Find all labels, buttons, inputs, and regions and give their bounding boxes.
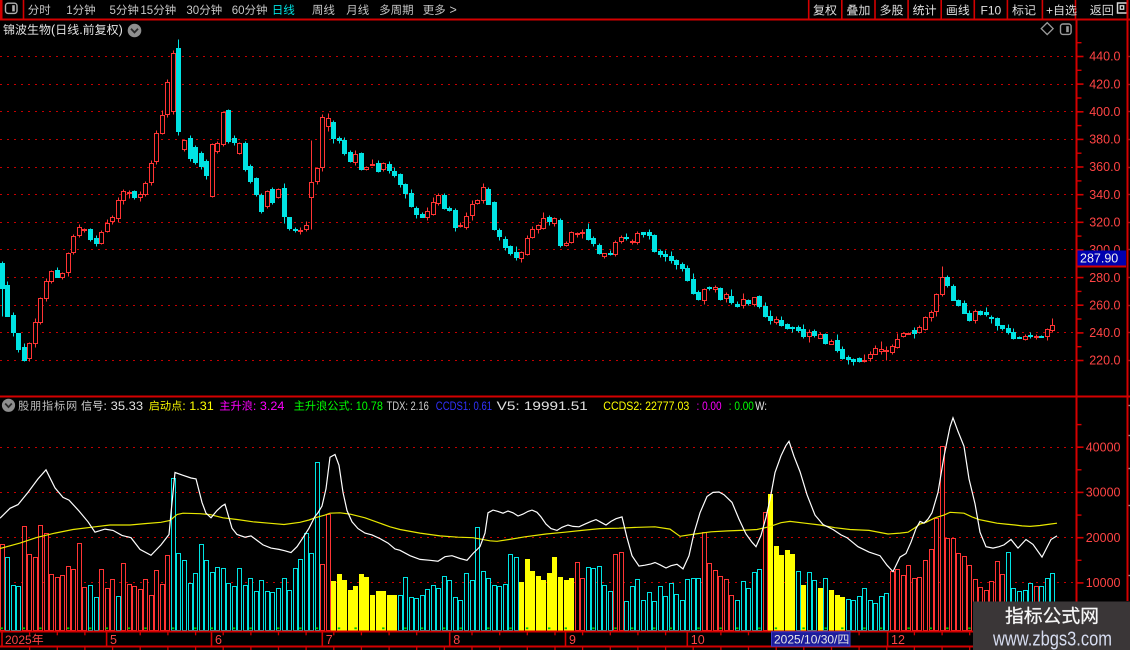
svg-text:10000: 10000 [1086, 576, 1121, 590]
svg-text:400.0: 400.0 [1089, 105, 1120, 119]
svg-text:: 35.33: : 35.33 [103, 401, 143, 413]
svg-text:240.0: 240.0 [1089, 326, 1120, 340]
svg-text:2025: 2025 [5, 633, 32, 647]
svg-text:: 0.00: : 0.00 [697, 401, 722, 413]
svg-text:: 0.00: : 0.00 [729, 401, 754, 413]
svg-text:20000: 20000 [1086, 531, 1121, 545]
svg-text:TDX: 2.16: TDX: 2.16 [387, 401, 429, 413]
svg-text:60: 60 [232, 5, 245, 17]
svg-text:320.0: 320.0 [1089, 216, 1120, 230]
svg-text:8: 8 [453, 633, 460, 647]
svg-text:420.0: 420.0 [1089, 77, 1120, 91]
svg-text:7: 7 [326, 633, 333, 647]
svg-text:5: 5 [110, 5, 116, 17]
svg-text:340.0: 340.0 [1089, 188, 1120, 202]
svg-text:260.0: 260.0 [1089, 298, 1120, 312]
svg-text:): ) [119, 23, 123, 37]
svg-text:380.0: 380.0 [1089, 133, 1120, 147]
svg-text:1: 1 [66, 5, 72, 17]
svg-text:40000: 40000 [1086, 440, 1121, 454]
svg-text:15: 15 [140, 5, 153, 17]
svg-text:30000: 30000 [1086, 486, 1121, 500]
svg-text:5: 5 [110, 633, 117, 647]
svg-text:30: 30 [186, 5, 199, 17]
svg-text:220.0: 220.0 [1089, 354, 1120, 368]
svg-text:6: 6 [215, 633, 222, 647]
svg-text:9: 9 [569, 633, 576, 647]
svg-text:F10: F10 [981, 4, 1002, 18]
svg-text:: 1.31: : 1.31 [182, 401, 214, 413]
svg-text:: 3.24: : 3.24 [253, 401, 285, 413]
svg-text:CCDS1: 0.61: CCDS1: 0.61 [436, 401, 492, 413]
svg-text:>: > [450, 3, 457, 17]
svg-text:: 10.78: : 10.78 [350, 401, 383, 413]
svg-text:W:: W: [755, 401, 767, 413]
svg-text:+: + [1046, 4, 1053, 18]
svg-text:2025/10/30/: 2025/10/30/ [774, 633, 838, 647]
svg-text:www.zbgs3.com: www.zbgs3.com [992, 629, 1112, 650]
svg-text:V5: 19991.51: V5: 19991.51 [497, 401, 588, 413]
svg-text:440.0: 440.0 [1089, 50, 1120, 64]
svg-text:280.0: 280.0 [1089, 271, 1120, 285]
svg-text:360.0: 360.0 [1089, 160, 1120, 174]
svg-text:10: 10 [691, 633, 705, 647]
svg-text:12: 12 [891, 633, 905, 647]
svg-text:.: . [79, 23, 82, 37]
svg-text:(: ( [51, 23, 56, 37]
svg-text:287.90: 287.90 [1080, 252, 1118, 266]
svg-text:CCDS2: 22777.03: CCDS2: 22777.03 [603, 401, 689, 413]
